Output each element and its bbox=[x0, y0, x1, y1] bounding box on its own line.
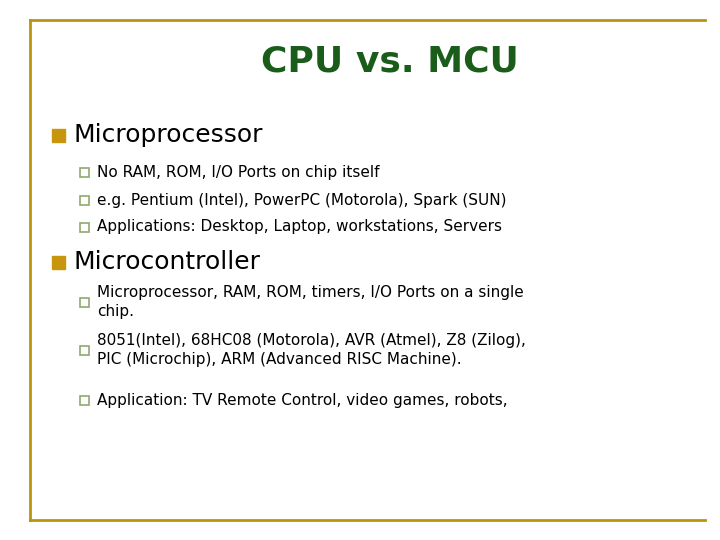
Text: Applications: Desktop, Laptop, workstations, Servers: Applications: Desktop, Laptop, workstati… bbox=[97, 219, 502, 234]
FancyBboxPatch shape bbox=[80, 222, 89, 232]
FancyBboxPatch shape bbox=[80, 195, 89, 205]
Text: Microprocessor: Microprocessor bbox=[73, 123, 263, 147]
Text: CPU vs. MCU: CPU vs. MCU bbox=[261, 45, 519, 79]
Text: Microprocessor, RAM, ROM, timers, I/O Ports on a single
chip.: Microprocessor, RAM, ROM, timers, I/O Po… bbox=[97, 285, 523, 319]
FancyBboxPatch shape bbox=[52, 255, 65, 268]
FancyBboxPatch shape bbox=[80, 346, 89, 354]
Text: 8051(Intel), 68HC08 (Motorola), AVR (Atmel), Z8 (Zilog),
PIC (Microchip), ARM (A: 8051(Intel), 68HC08 (Motorola), AVR (Atm… bbox=[97, 333, 526, 367]
FancyBboxPatch shape bbox=[52, 129, 65, 141]
Text: e.g. Pentium (Intel), PowerPC (Motorola), Spark (SUN): e.g. Pentium (Intel), PowerPC (Motorola)… bbox=[97, 192, 506, 207]
FancyBboxPatch shape bbox=[80, 395, 89, 404]
Text: No RAM, ROM, I/O Ports on chip itself: No RAM, ROM, I/O Ports on chip itself bbox=[97, 165, 379, 179]
FancyBboxPatch shape bbox=[80, 167, 89, 177]
Text: Application: TV Remote Control, video games, robots,: Application: TV Remote Control, video ga… bbox=[97, 393, 508, 408]
Text: Microcontroller: Microcontroller bbox=[73, 250, 260, 274]
FancyBboxPatch shape bbox=[80, 298, 89, 307]
